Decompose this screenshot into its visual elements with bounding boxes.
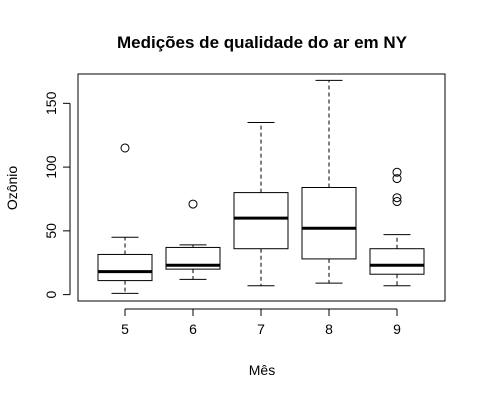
- x-tick-label: 8: [325, 321, 333, 337]
- box-6: [165, 199, 221, 280]
- iqr-box: [369, 248, 425, 275]
- y-tick-label: 150: [43, 91, 59, 115]
- outlier-point: [392, 174, 402, 184]
- boxes-layer: [97, 79, 425, 294]
- x-tick-label: 6: [189, 321, 197, 337]
- iqr-box: [165, 246, 221, 270]
- x-tick-label: 9: [393, 321, 401, 337]
- outlier-point: [392, 167, 402, 177]
- y-tick-label: 100: [43, 155, 59, 179]
- y-axis: 0 50 100 150: [43, 91, 71, 299]
- outlier-point: [188, 199, 198, 209]
- chart-title: Medições de qualidade do ar em NY: [117, 33, 408, 52]
- outlier-point: [392, 193, 402, 203]
- x-axis: 5 6 7 8 9: [121, 308, 401, 337]
- outlier-point: [120, 143, 130, 153]
- x-tick-label: 7: [257, 321, 265, 337]
- plot-frame: [77, 73, 446, 302]
- x-axis-label: Mês: [249, 362, 275, 378]
- iqr-box: [301, 187, 357, 260]
- outlier-point: [392, 197, 402, 207]
- box-7: [233, 121, 289, 287]
- iqr-box: [233, 192, 289, 250]
- box-8: [301, 79, 357, 284]
- box-9: [369, 167, 425, 287]
- y-tick-label: 0: [43, 291, 59, 299]
- x-tick-label: 5: [121, 321, 129, 337]
- iqr-box: [97, 253, 153, 282]
- box-5: [97, 143, 153, 294]
- y-axis-label: Ozônio: [4, 166, 20, 211]
- y-tick-label: 50: [43, 223, 59, 239]
